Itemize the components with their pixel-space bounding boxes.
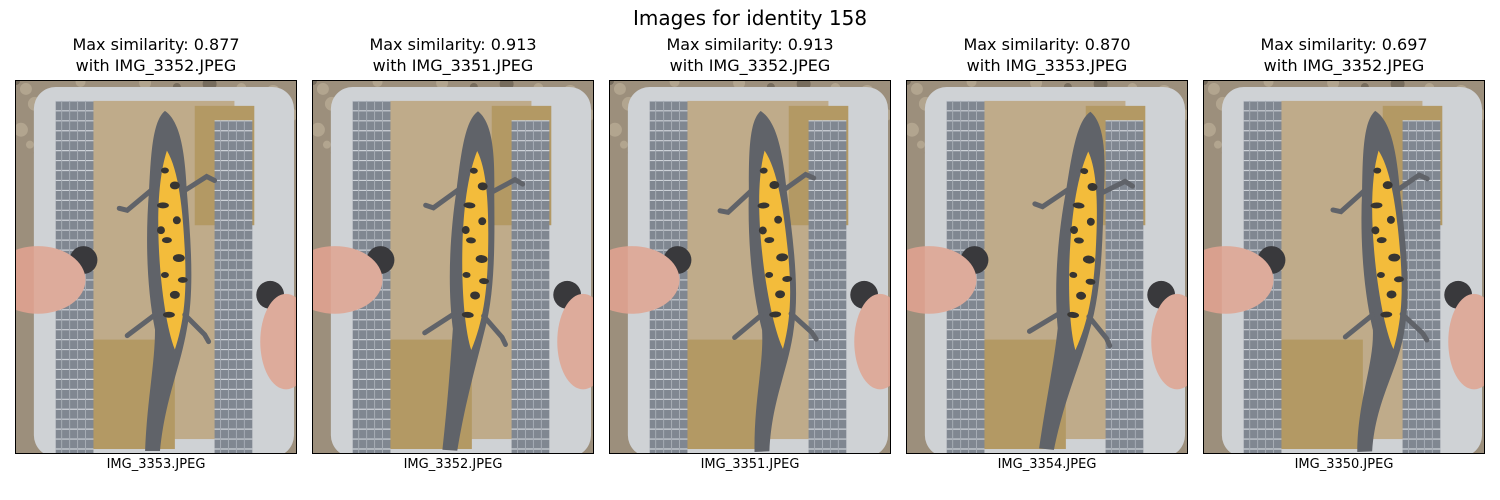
panel-title: Max similarity: 0.913 with IMG_3351.JPEG	[312, 34, 594, 76]
panel-title: Max similarity: 0.870 with IMG_3353.JPEG	[906, 34, 1188, 76]
image-panel-4: Max similarity: 0.870 with IMG_3353.JPEG…	[906, 34, 1188, 473]
newt-photo	[312, 80, 594, 454]
newt-photo-drawing	[16, 81, 296, 453]
newt-photo-drawing	[313, 81, 593, 453]
image-filename-label: IMG_3351.JPEG	[700, 457, 800, 472]
newt-photo	[906, 80, 1188, 454]
panel-title: Max similarity: 0.913 with IMG_3352.JPEG	[609, 34, 891, 76]
panel-title: Max similarity: 0.877 with IMG_3352.JPEG	[15, 34, 297, 76]
panel-title: Max similarity: 0.697 with IMG_3352.JPEG	[1203, 34, 1485, 76]
newt-photo	[15, 80, 297, 454]
newt-photo	[1203, 80, 1485, 454]
image-filename-label: IMG_3352.JPEG	[403, 457, 503, 472]
panel-title-similarity: Max similarity: 0.697	[1260, 35, 1428, 54]
panel-title-match: with IMG_3351.JPEG	[372, 56, 534, 75]
panel-title-match: with IMG_3352.JPEG	[1263, 56, 1425, 75]
image-filename-label: IMG_3350.JPEG	[1294, 457, 1394, 472]
figure-title: Images for identity 158	[632, 6, 868, 30]
panel-title-similarity: Max similarity: 0.870	[963, 35, 1131, 54]
panel-title-match: with IMG_3352.JPEG	[75, 56, 237, 75]
image-panel-3: Max similarity: 0.913 with IMG_3352.JPEG…	[609, 34, 891, 473]
panel-title-similarity: Max similarity: 0.913	[666, 35, 834, 54]
image-panel-2: Max similarity: 0.913 with IMG_3351.JPEG…	[312, 34, 594, 473]
panel-title-match: with IMG_3352.JPEG	[669, 56, 831, 75]
newt-photo-drawing	[1204, 81, 1484, 453]
panel-title-match: with IMG_3353.JPEG	[966, 56, 1128, 75]
newt-photo-drawing	[907, 81, 1187, 453]
newt-photo	[609, 80, 891, 454]
image-filename-label: IMG_3354.JPEG	[997, 457, 1097, 472]
newt-photo-drawing	[610, 81, 890, 453]
image-panel-1: Max similarity: 0.877 with IMG_3352.JPEG…	[15, 34, 297, 473]
image-panel-5: Max similarity: 0.697 with IMG_3352.JPEG…	[1203, 34, 1485, 473]
panel-title-similarity: Max similarity: 0.913	[369, 35, 537, 54]
image-filename-label: IMG_3353.JPEG	[106, 457, 206, 472]
panel-title-similarity: Max similarity: 0.877	[72, 35, 240, 54]
